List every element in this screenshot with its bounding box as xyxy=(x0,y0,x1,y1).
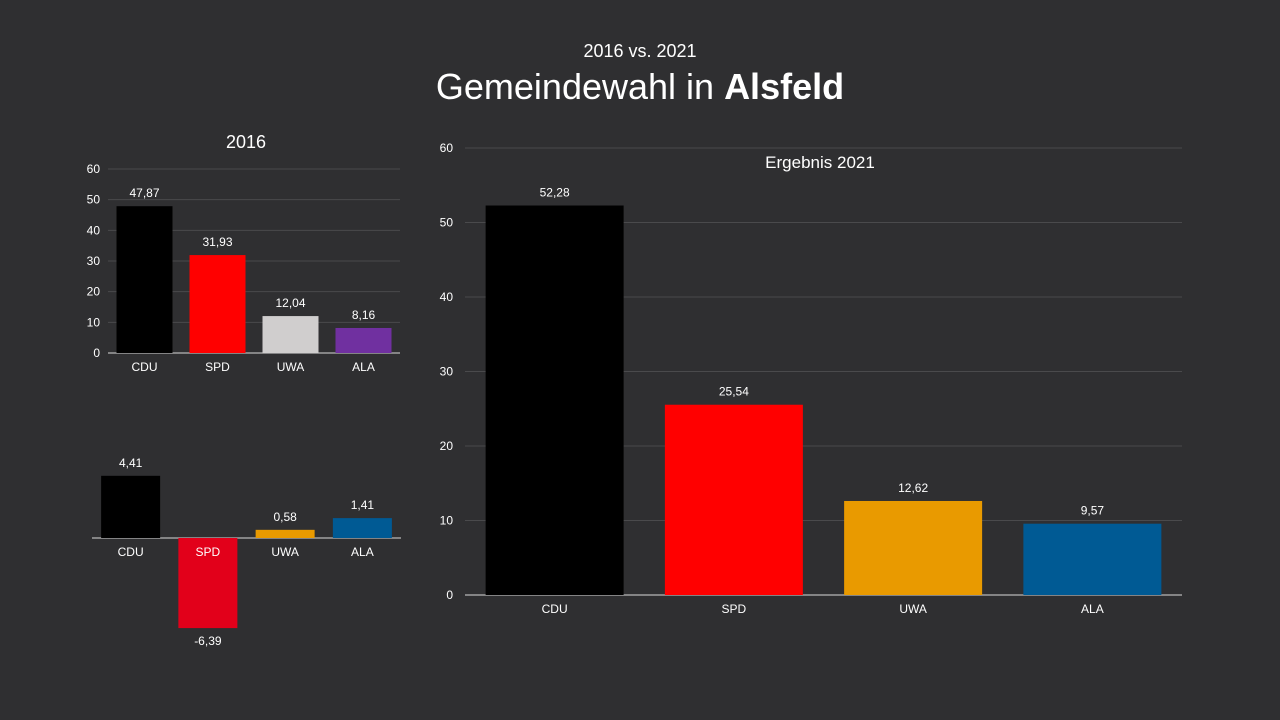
data-label: 47,87 xyxy=(129,186,159,200)
y-tick-label: 50 xyxy=(440,216,454,230)
category-label: ALA xyxy=(352,360,375,374)
category-label: ALA xyxy=(351,545,374,559)
bar-cdu xyxy=(116,206,173,353)
data-label: 12,62 xyxy=(898,481,928,495)
chart-title: 2016 xyxy=(226,132,266,152)
category-label: SPD xyxy=(196,545,221,559)
y-tick-label: 40 xyxy=(87,223,101,237)
bar-uwa xyxy=(844,500,983,595)
y-tick-label: 60 xyxy=(87,162,101,176)
y-tick-label: 40 xyxy=(440,290,454,304)
y-tick-label: 60 xyxy=(440,141,454,155)
y-tick-label: 20 xyxy=(440,439,454,453)
data-label: 12,04 xyxy=(275,296,305,310)
category-label: UWA xyxy=(899,602,927,616)
y-tick-label: 10 xyxy=(87,315,101,329)
bar-ala xyxy=(332,518,392,538)
bar-uwa xyxy=(262,316,319,353)
category-label: CDU xyxy=(542,602,568,616)
bar-spd xyxy=(664,404,803,595)
y-tick-label: 30 xyxy=(87,254,101,268)
data-label: 1,41 xyxy=(351,498,375,512)
category-label: CDU xyxy=(118,545,144,559)
title-bold: Alsfeld xyxy=(724,66,845,107)
category-label: SPD xyxy=(205,360,230,374)
bar-cdu xyxy=(101,475,161,538)
chart-title: Ergebnis 2021 xyxy=(765,153,875,172)
bar-spd xyxy=(189,255,246,353)
bar-cdu xyxy=(485,205,624,596)
category-label: UWA xyxy=(277,360,305,374)
y-tick-label: 50 xyxy=(87,193,101,207)
data-label: 4,41 xyxy=(119,456,143,470)
data-label: 9,57 xyxy=(1081,504,1105,518)
slide-title: Gemeindewahl in Alsfeld xyxy=(0,66,1280,108)
category-label: SPD xyxy=(722,602,747,616)
bar-ala xyxy=(335,327,392,353)
data-label: 8,16 xyxy=(352,308,376,322)
title-prefix: Gemeindewahl in xyxy=(435,66,725,107)
bar-spd xyxy=(178,538,238,629)
y-tick-label: 0 xyxy=(93,346,100,360)
y-tick-label: 30 xyxy=(440,365,454,379)
data-label: 25,54 xyxy=(719,385,749,399)
y-tick-label: 20 xyxy=(87,285,101,299)
category-label: ALA xyxy=(1081,602,1104,616)
data-label: 52,28 xyxy=(540,186,570,200)
data-label: 31,93 xyxy=(202,235,232,249)
y-tick-label: 10 xyxy=(440,514,454,528)
bar-uwa xyxy=(255,529,315,538)
bar-ala xyxy=(1023,523,1162,595)
data-label: -6,39 xyxy=(194,634,222,648)
data-label: 0,58 xyxy=(273,510,297,524)
category-label: CDU xyxy=(132,360,158,374)
slide-subtitle: 2016 vs. 2021 xyxy=(583,41,697,61)
category-label: UWA xyxy=(271,545,299,559)
y-tick-label: 0 xyxy=(446,588,453,602)
